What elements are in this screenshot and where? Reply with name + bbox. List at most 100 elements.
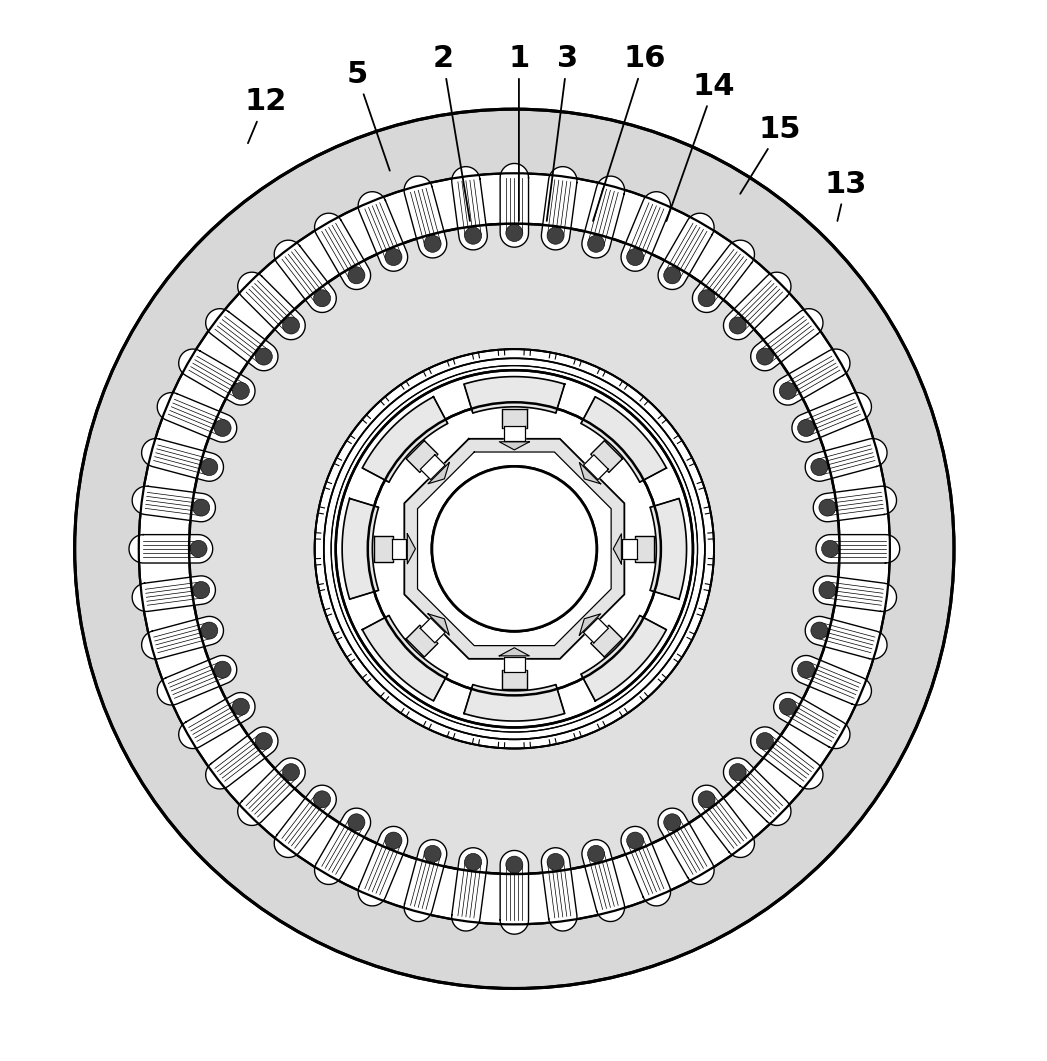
Circle shape [190,540,207,557]
Polygon shape [362,397,448,482]
Polygon shape [659,213,714,290]
Circle shape [432,467,597,631]
Circle shape [348,814,365,831]
Polygon shape [358,827,407,906]
Polygon shape [141,616,223,659]
Polygon shape [314,213,371,290]
Circle shape [214,661,231,678]
Polygon shape [659,808,714,885]
Polygon shape [362,615,448,701]
Circle shape [798,419,815,436]
Polygon shape [579,614,601,636]
Polygon shape [499,648,530,656]
Circle shape [506,856,522,873]
Polygon shape [541,167,577,250]
Polygon shape [464,377,564,413]
Polygon shape [129,535,213,563]
Circle shape [190,224,840,874]
Polygon shape [392,539,406,559]
Polygon shape [636,536,654,561]
Polygon shape [404,176,447,258]
Polygon shape [451,848,487,930]
Circle shape [232,698,249,715]
Circle shape [324,359,705,740]
Polygon shape [464,684,564,721]
Text: 14: 14 [666,72,735,221]
Polygon shape [314,808,371,885]
Polygon shape [500,851,529,934]
Circle shape [139,173,890,924]
Polygon shape [579,463,601,484]
Circle shape [367,402,661,695]
Polygon shape [774,693,850,749]
Circle shape [465,227,482,244]
Circle shape [315,349,714,748]
Polygon shape [502,669,527,689]
Circle shape [587,846,604,863]
Polygon shape [404,839,447,922]
Polygon shape [805,616,887,659]
Circle shape [819,581,836,598]
Polygon shape [274,240,336,312]
Polygon shape [581,397,666,482]
Circle shape [627,832,644,849]
Polygon shape [132,486,216,522]
Polygon shape [541,848,577,930]
Polygon shape [582,839,625,922]
Circle shape [283,317,299,334]
Circle shape [432,467,597,631]
Polygon shape [420,618,445,643]
Text: 16: 16 [593,45,666,221]
Polygon shape [774,349,850,405]
Circle shape [283,764,299,781]
Circle shape [729,764,747,781]
Polygon shape [581,615,666,701]
Polygon shape [407,534,416,563]
Circle shape [547,853,564,870]
Polygon shape [238,758,306,825]
Polygon shape [792,393,871,442]
Circle shape [664,266,681,284]
Polygon shape [406,625,438,657]
Polygon shape [157,393,237,442]
Circle shape [547,227,564,244]
Polygon shape [621,827,670,906]
Polygon shape [205,309,277,370]
Text: 15: 15 [740,115,801,194]
Polygon shape [406,440,438,472]
Text: 13: 13 [825,170,867,221]
Polygon shape [500,163,529,247]
Polygon shape [238,273,306,340]
Text: 3: 3 [547,45,578,221]
Polygon shape [614,534,621,563]
Circle shape [756,732,774,749]
Circle shape [465,853,482,870]
Polygon shape [451,167,487,250]
Polygon shape [358,192,407,272]
Polygon shape [374,536,394,561]
Text: 12: 12 [244,87,287,143]
Circle shape [201,622,218,639]
Circle shape [74,109,954,989]
Polygon shape [179,693,255,749]
Circle shape [424,236,441,253]
Polygon shape [157,656,237,706]
Polygon shape [751,309,823,370]
Polygon shape [342,499,379,599]
Polygon shape [428,614,449,636]
Polygon shape [792,656,871,706]
Circle shape [506,225,522,242]
Circle shape [29,64,1000,1034]
Circle shape [779,382,797,399]
Circle shape [232,382,249,399]
Polygon shape [502,408,527,428]
Circle shape [193,581,209,598]
Circle shape [698,290,715,307]
Circle shape [587,236,604,253]
Polygon shape [621,192,670,272]
Polygon shape [692,240,755,312]
Polygon shape [814,486,896,522]
Circle shape [201,458,218,475]
Circle shape [255,732,272,749]
Polygon shape [179,349,255,405]
